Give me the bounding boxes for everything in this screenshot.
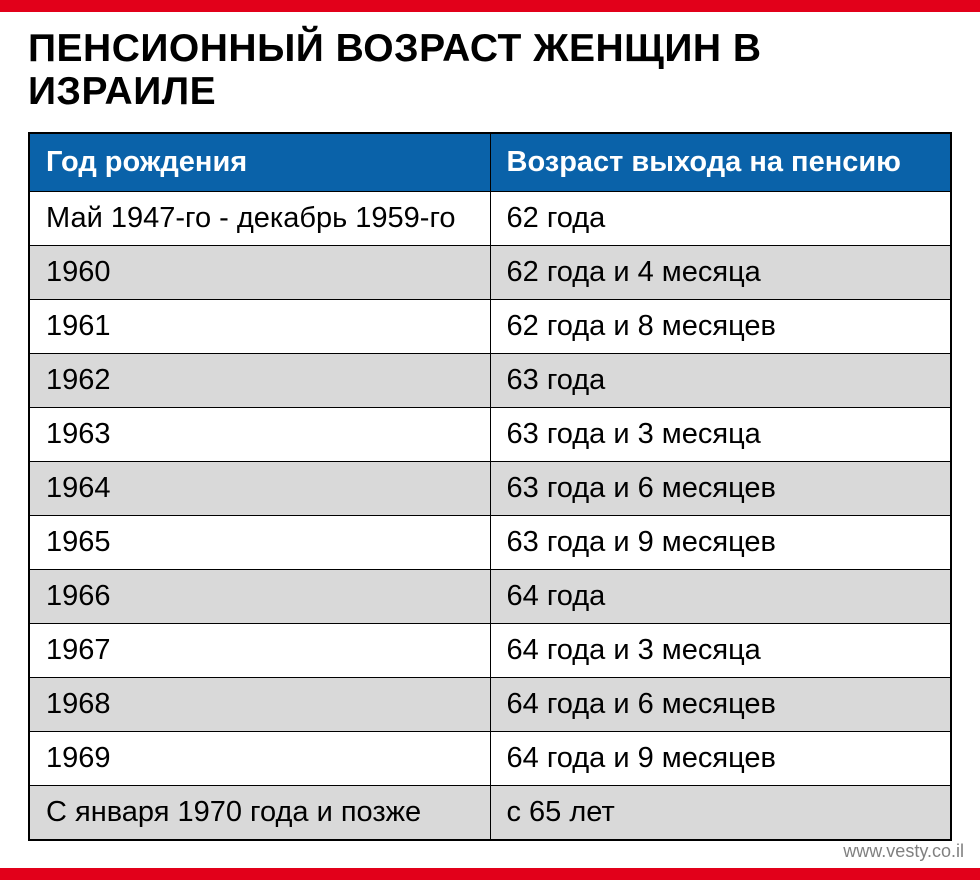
cell-age: 64 года и 6 месяцев — [490, 677, 951, 731]
cell-age: 63 года и 9 месяцев — [490, 515, 951, 569]
cell-age: 62 года и 4 месяца — [490, 245, 951, 299]
cell-age: 62 года — [490, 191, 951, 245]
cell-age: 64 года и 9 месяцев — [490, 731, 951, 785]
cell-age: 63 года и 3 месяца — [490, 407, 951, 461]
cell-year: Май 1947-го - декабрь 1959-го — [29, 191, 490, 245]
table-body: Май 1947-го - декабрь 1959-го62 года 196… — [29, 191, 951, 840]
source-credit: www.vesty.co.il — [843, 841, 964, 862]
table-row: 196964 года и 9 месяцев — [29, 731, 951, 785]
cell-age: 64 года — [490, 569, 951, 623]
cell-age: 63 года — [490, 353, 951, 407]
cell-year: 1961 — [29, 299, 490, 353]
table-row: 196263 года — [29, 353, 951, 407]
table-row: С января 1970 года и позжес 65 лет — [29, 785, 951, 840]
table-row: 196062 года и 4 месяца — [29, 245, 951, 299]
table-row: 196162 года и 8 месяцев — [29, 299, 951, 353]
table-row: 196563 года и 9 месяцев — [29, 515, 951, 569]
cell-year: 1965 — [29, 515, 490, 569]
cell-year: 1966 — [29, 569, 490, 623]
cell-year: С января 1970 года и позже — [29, 785, 490, 840]
page-frame: ПЕНСИОННЫЙ ВОЗРАСТ ЖЕНЩИН В ИЗРАИЛЕ Год … — [0, 0, 980, 880]
table-header-year: Год рождения — [29, 133, 490, 192]
table-header-age: Возраст выхода на пенсию — [490, 133, 951, 192]
cell-age: 62 года и 8 месяцев — [490, 299, 951, 353]
table-row: 196363 года и 3 месяца — [29, 407, 951, 461]
table-row: 196764 года и 3 месяца — [29, 623, 951, 677]
cell-age: 64 года и 3 месяца — [490, 623, 951, 677]
cell-year: 1969 — [29, 731, 490, 785]
cell-year: 1968 — [29, 677, 490, 731]
cell-year: 1960 — [29, 245, 490, 299]
page-title: ПЕНСИОННЫЙ ВОЗРАСТ ЖЕНЩИН В ИЗРАИЛЕ — [28, 28, 952, 114]
cell-year: 1964 — [29, 461, 490, 515]
cell-year: 1963 — [29, 407, 490, 461]
pension-age-table: Год рождения Возраст выхода на пенсию Ма… — [28, 132, 952, 841]
cell-age: с 65 лет — [490, 785, 951, 840]
cell-age: 63 года и 6 месяцев — [490, 461, 951, 515]
accent-bar-bottom — [0, 868, 980, 880]
content-area: ПЕНСИОННЫЙ ВОЗРАСТ ЖЕНЩИН В ИЗРАИЛЕ Год … — [0, 0, 980, 841]
table-row: 196463 года и 6 месяцев — [29, 461, 951, 515]
table-row: 196664 года — [29, 569, 951, 623]
cell-year: 1967 — [29, 623, 490, 677]
table-row: Май 1947-го - декабрь 1959-го62 года — [29, 191, 951, 245]
table-row: 196864 года и 6 месяцев — [29, 677, 951, 731]
cell-year: 1962 — [29, 353, 490, 407]
table-header-row: Год рождения Возраст выхода на пенсию — [29, 133, 951, 192]
accent-bar-top — [0, 0, 980, 12]
